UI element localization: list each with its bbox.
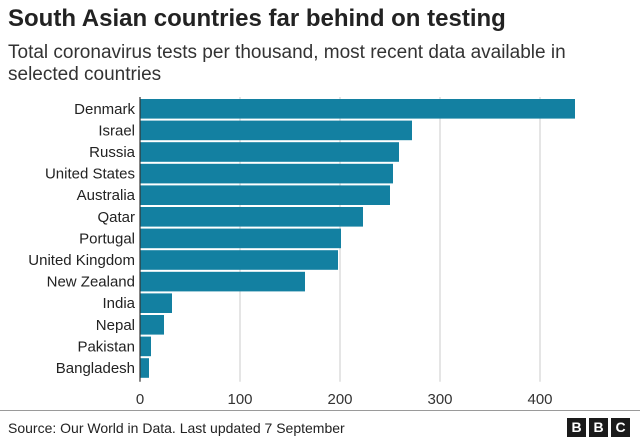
- category-label: Russia: [89, 144, 136, 161]
- category-label: United States: [45, 166, 135, 183]
- bar-russia: [140, 142, 399, 162]
- bar-nepal: [140, 315, 164, 335]
- bar-united-states: [140, 163, 393, 184]
- category-label: Nepal: [96, 317, 135, 334]
- category-label: Portugal: [79, 230, 135, 247]
- bar-united-kingdom: [140, 250, 338, 270]
- chart-subtitle: Total coronavirus tests per thousand, mo…: [8, 42, 566, 85]
- category-label: India: [102, 295, 135, 312]
- bbc-logo: B B C: [567, 418, 630, 437]
- category-label: Qatar: [97, 209, 135, 226]
- bar-new-zealand: [140, 271, 305, 292]
- category-label: Bangladesh: [56, 360, 135, 377]
- bar-qatar: [140, 207, 363, 227]
- bar-india: [140, 293, 172, 313]
- category-label: Pakistan: [77, 338, 135, 355]
- category-label: New Zealand: [47, 274, 135, 291]
- category-label: Denmark: [74, 101, 135, 118]
- bar-pakistan: [140, 336, 151, 357]
- logo-letter: B: [567, 418, 586, 437]
- x-tick-label: 300: [427, 391, 452, 408]
- bar-portugal: [140, 228, 341, 249]
- chart-title: South Asian countries far behind on test…: [8, 5, 506, 32]
- x-tick-label: 100: [227, 391, 252, 408]
- source-note: Source: Our World in Data. Last updated …: [8, 420, 345, 436]
- x-tick-label: 400: [527, 391, 552, 408]
- category-label: United Kingdom: [28, 252, 135, 269]
- logo-letter: C: [611, 418, 630, 437]
- bar-bangladesh: [140, 358, 149, 378]
- bar-australia: [140, 185, 390, 205]
- footer-divider: [0, 410, 640, 411]
- category-label: Australia: [77, 187, 136, 204]
- bar-denmark: [140, 99, 575, 119]
- x-tick-label: 0: [136, 391, 144, 408]
- logo-letter: B: [589, 418, 608, 437]
- bar-israel: [140, 120, 412, 141]
- x-tick-label: 200: [327, 391, 352, 408]
- category-label: Israel: [98, 122, 135, 139]
- bar-chart: 0 100 200 300 400 Denmark Israel Russia United S…: [28, 97, 575, 408]
